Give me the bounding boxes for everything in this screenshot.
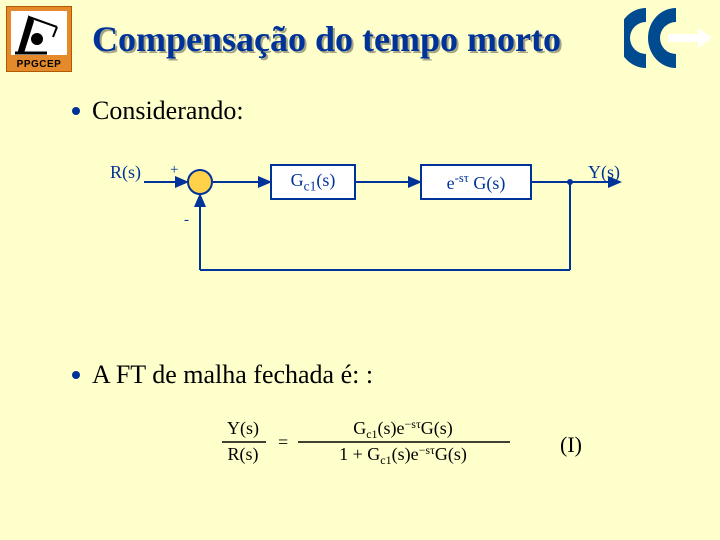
closed-loop-equation: Y(s) R(s) = Gc1(s)e−sτG(s)1 + Gc1(s)e−sτG(s… (218, 414, 518, 475)
svg-text:=: = (278, 432, 288, 452)
logo-caption: PPGCEP (7, 59, 71, 70)
logo-right (624, 0, 714, 78)
bullet-considering: Considerando: (72, 96, 244, 126)
bullet-dot-icon (72, 107, 80, 115)
bullet-dot-icon (72, 371, 80, 379)
block-delay-plant-label: e-sτ G(s) (447, 171, 506, 194)
label-minus: - (184, 212, 189, 229)
svg-text:Y(s): Y(s) (227, 418, 259, 439)
block-delay-plant: e-sτ G(s) (420, 164, 532, 200)
page-title: Compensação do tempo morto Compensação d… (92, 18, 561, 60)
title-text: Compensação do tempo morto (92, 19, 561, 59)
svg-text:R(s): R(s) (228, 444, 259, 465)
bullet-closed-loop-tf: A FT de malha fechada é: : (72, 360, 373, 390)
bullet-text: Considerando: (92, 96, 244, 126)
block-gc1: Gc1(s) (270, 164, 356, 200)
svg-text:1 + Gc1(s)e−sτG(s): 1 + Gc1(s)e−sτG(s) (339, 443, 467, 467)
label-output-y: Y(s) (588, 162, 620, 183)
block-gc1-label: Gc1(s) (291, 170, 336, 195)
svg-text:Gc1(s)e−sτG(s): Gc1(s)e−sτG(s) (353, 417, 453, 441)
block-diagram: Gc1(s) e-sτ G(s) R(s) Y(s) + - (110, 150, 630, 320)
label-input-r: R(s) (110, 162, 141, 183)
logo-ppgcep: PPGCEP (6, 6, 72, 72)
label-plus: + (170, 162, 178, 179)
summing-junction (187, 169, 213, 195)
equation-tag: (I) (560, 432, 582, 458)
equation-svg: Y(s) R(s) = Gc1(s)e−sτG(s)1 + Gc1(s)e−sτG(s… (218, 414, 518, 470)
bullet-text: A FT de malha fechada é: : (92, 360, 373, 390)
